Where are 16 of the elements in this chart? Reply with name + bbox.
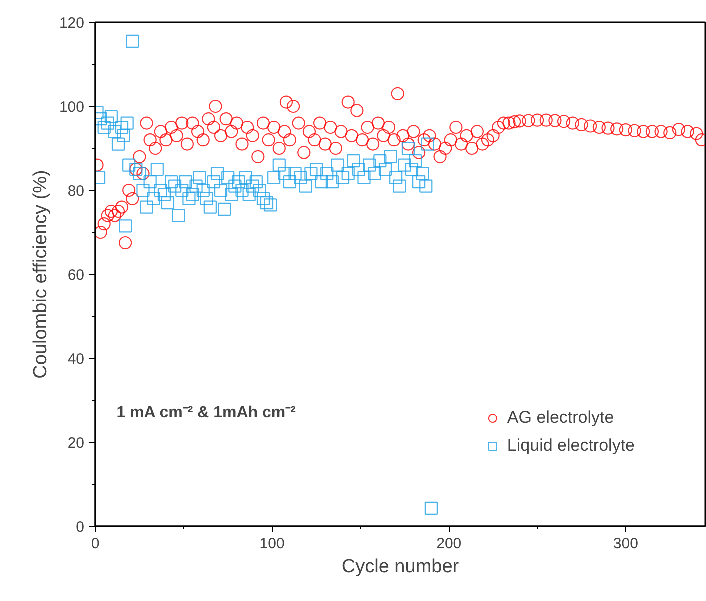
y-tick-label: 80	[68, 183, 85, 200]
x-tick-label: 100	[260, 536, 285, 552]
y-tick-label: 0	[76, 519, 84, 536]
y-tick-label: 100	[59, 99, 85, 116]
annotation: 1 mA cm⁻² & 1mAh cm⁻²	[116, 404, 296, 422]
y-tick-label: 40	[68, 351, 85, 368]
x-axis-title: Cycle number	[342, 556, 460, 578]
y-tick-label: 120	[59, 15, 85, 32]
legend-label: AG electrolyte	[507, 408, 614, 428]
legend-label: Liquid electrolyte	[507, 436, 635, 456]
y-tick-label: 20	[68, 435, 85, 452]
x-tick-label: 0	[91, 536, 100, 552]
y-axis-title: Coulombic efficiency (%)	[30, 170, 52, 379]
y-tick-label: 60	[68, 267, 85, 284]
x-tick-label: 300	[613, 536, 638, 552]
x-tick-label: 200	[436, 536, 462, 552]
